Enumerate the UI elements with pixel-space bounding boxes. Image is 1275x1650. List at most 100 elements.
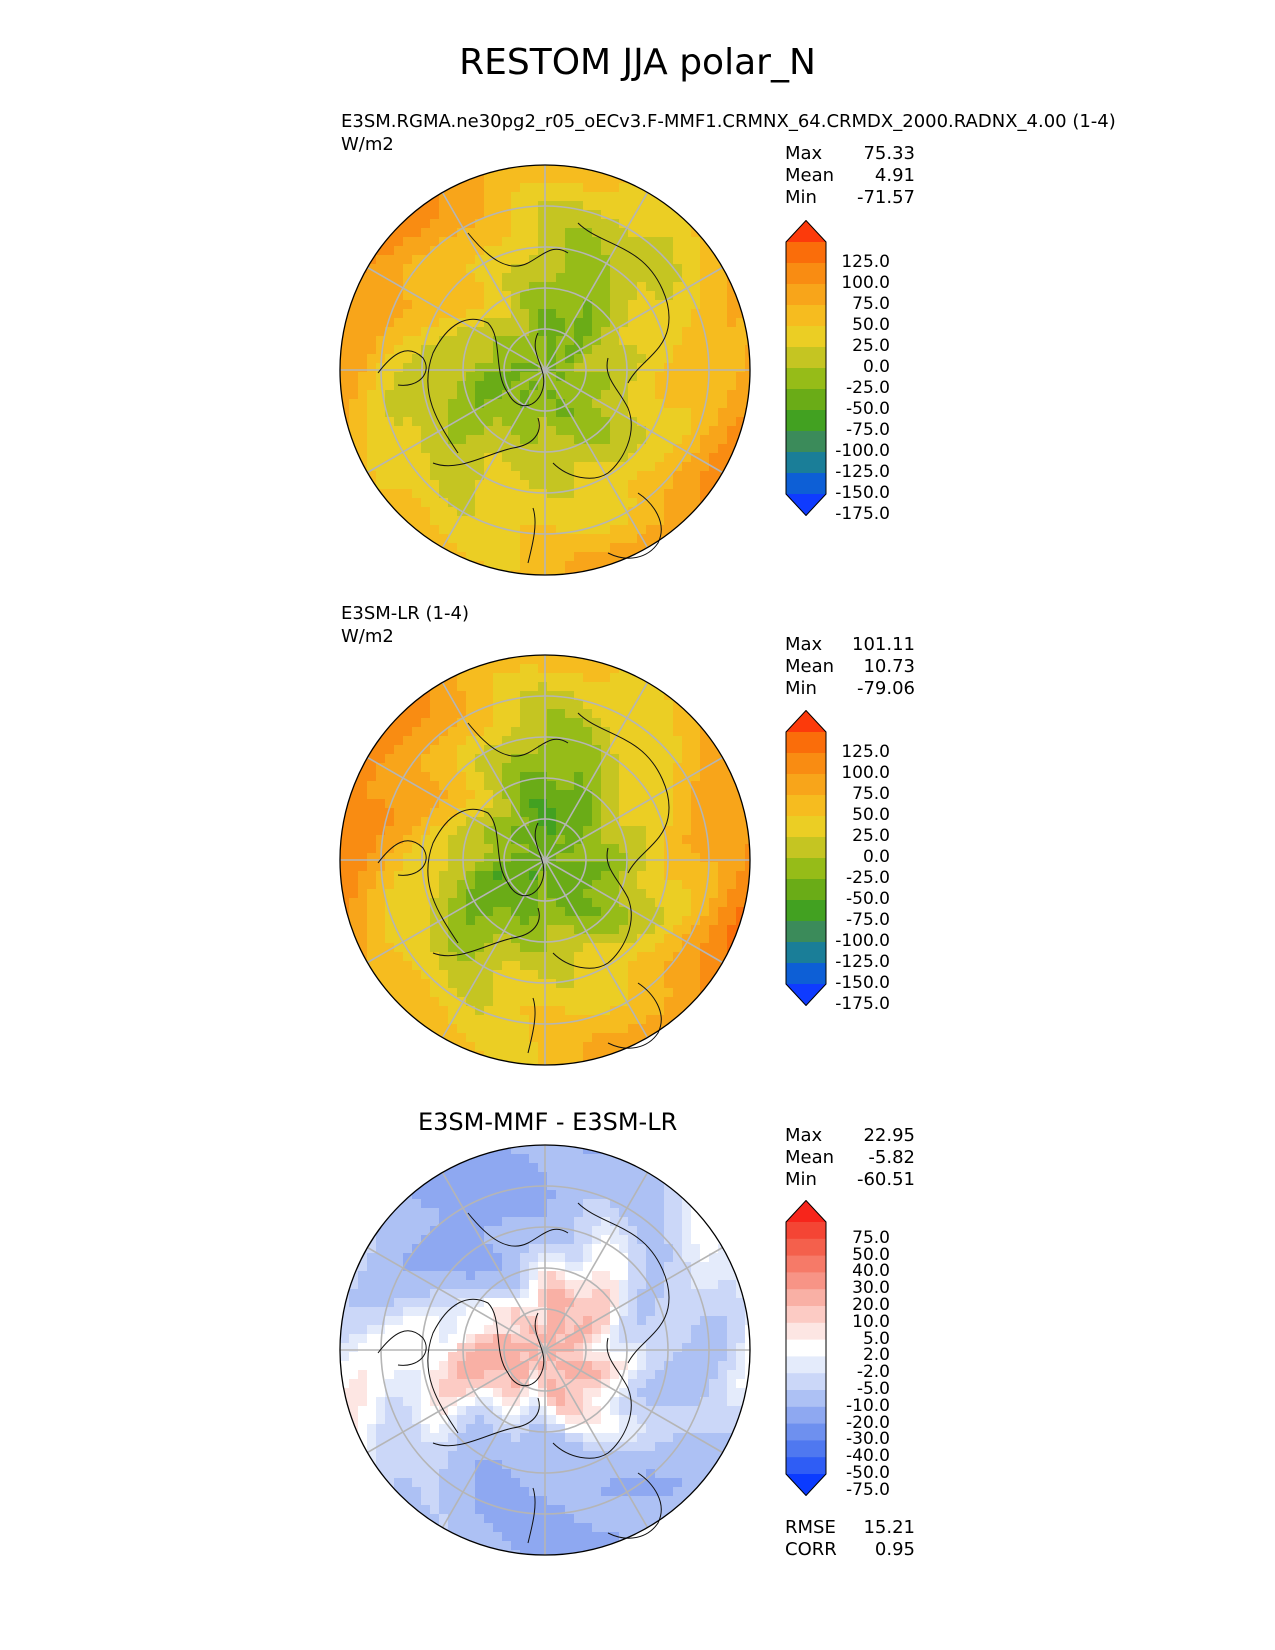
field-cell [538, 543, 548, 553]
field-cell [520, 1163, 530, 1173]
field-cell [565, 844, 575, 854]
field-cell [475, 363, 485, 373]
field-cell [745, 1343, 750, 1353]
field-cell [448, 808, 458, 818]
field-cell [547, 682, 557, 692]
field-cell [673, 907, 683, 917]
field-cell [610, 273, 620, 283]
field-cell [439, 853, 449, 863]
field-cell [655, 1280, 665, 1290]
field-cell [574, 844, 584, 854]
field-cell [610, 691, 620, 701]
field-cell [700, 390, 710, 400]
field-cell [691, 799, 701, 809]
field-cell [403, 772, 413, 782]
field-cell [646, 835, 656, 845]
field-cell [664, 826, 674, 836]
field-cell [475, 183, 485, 193]
field-cell [583, 1316, 593, 1326]
field-cell [457, 1397, 467, 1407]
field-cell [592, 507, 602, 517]
field-cell [502, 673, 512, 683]
colorbar-tick-label: -100.0 [835, 931, 890, 951]
field-cell [529, 763, 539, 773]
field-cell [466, 1262, 476, 1272]
field-cell [439, 682, 449, 692]
field-cell [475, 1190, 485, 1200]
field-cell [727, 961, 737, 971]
field-cell [448, 862, 458, 872]
field-cell [610, 516, 620, 526]
field-cell [592, 444, 602, 454]
field-cell [493, 1298, 503, 1308]
field-cell [655, 736, 665, 746]
field-cell [511, 1424, 521, 1434]
field-cell [376, 1253, 386, 1263]
field-cell [412, 1289, 422, 1299]
field-cell [493, 1361, 503, 1371]
field-cell [565, 1271, 575, 1281]
field-cell [565, 525, 575, 535]
field-cell [475, 264, 485, 274]
field-cell [691, 246, 701, 256]
field-cell [475, 1253, 485, 1263]
field-cell [439, 300, 449, 310]
field-cell [736, 853, 746, 863]
field-cell [601, 498, 611, 508]
field-cell [484, 1298, 494, 1308]
field-cell [412, 745, 422, 755]
field-cell [394, 246, 404, 256]
field-cell [682, 462, 692, 472]
field-cell [403, 790, 413, 800]
field-cell [439, 862, 449, 872]
field-cell [376, 435, 386, 445]
field-cell [448, 354, 458, 364]
field-cell [367, 961, 377, 971]
field-cell [439, 444, 449, 454]
field-cell [655, 372, 665, 382]
field-cell [637, 853, 647, 863]
field-cell [493, 1163, 503, 1173]
field-cell [466, 165, 476, 175]
field-cell [511, 871, 521, 881]
map-boundary [339, 164, 751, 576]
field-cell [556, 655, 566, 665]
field-cell [475, 943, 485, 953]
field-cell [430, 489, 440, 499]
field-cell [403, 381, 413, 391]
field-cell [367, 1334, 377, 1344]
field-cell [556, 808, 566, 818]
field-cell [565, 426, 575, 436]
field-cell [547, 1015, 557, 1025]
field-cell [493, 516, 503, 526]
field-cell [385, 273, 395, 283]
field-cell [475, 1397, 485, 1407]
field-cell [700, 1298, 710, 1308]
field-cell [709, 390, 719, 400]
field-cell [484, 570, 494, 575]
field-cell [673, 309, 683, 319]
field-cell [556, 471, 566, 481]
field-cell [511, 372, 521, 382]
field-cell [583, 498, 593, 508]
field-cell [502, 907, 512, 917]
field-cell [448, 507, 458, 517]
field-cell [403, 516, 413, 526]
field-cell [475, 862, 485, 872]
field-cell [556, 1406, 566, 1416]
field-cell [646, 817, 656, 827]
field-cell [466, 754, 476, 764]
field-cell [367, 435, 377, 445]
field-cell [664, 1370, 674, 1380]
field-cell [709, 363, 719, 373]
field-cell [556, 763, 566, 773]
field-cell [421, 745, 431, 755]
field-cell [358, 255, 368, 265]
field-cell [412, 246, 422, 256]
field-cell [439, 1015, 449, 1025]
field-cell [358, 1307, 368, 1317]
field-cell [457, 1406, 467, 1416]
field-cell [673, 498, 683, 508]
colorbar-segment [786, 732, 826, 754]
field-cell [637, 1190, 647, 1200]
